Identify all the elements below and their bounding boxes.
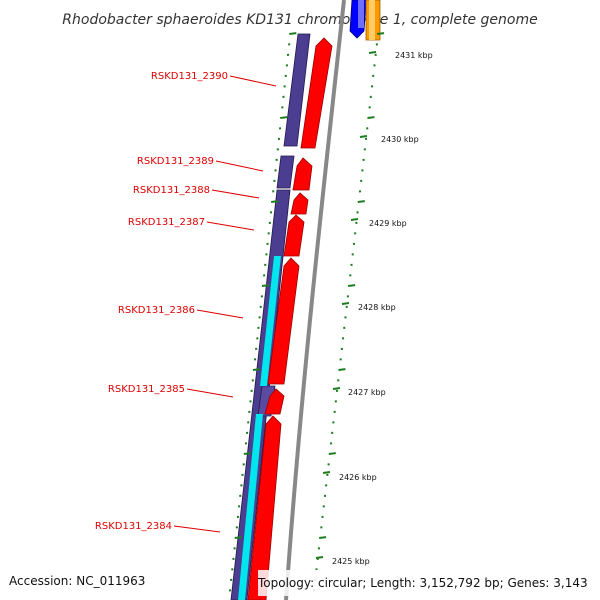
scale-major-tick	[315, 556, 324, 559]
accession-text: Accession: NC_011963	[9, 574, 146, 588]
outer-tick-mark	[347, 284, 356, 287]
gene-label-2385[interactable]: RSKD131_2385	[108, 384, 185, 395]
cds-rskd131-2384[interactable]	[247, 415, 282, 600]
cds-rskd131-2389[interactable]	[292, 157, 313, 191]
scale-major-tick	[368, 51, 377, 54]
inner-tick-mark	[280, 116, 288, 119]
backbone-line	[284, 0, 346, 600]
top-blue-feature-highlight	[358, 0, 364, 28]
inner-tick-mark	[252, 368, 261, 371]
gene-label-2389[interactable]: RSKD131_2389	[137, 156, 214, 167]
reverse-cds-2390[interactable]	[283, 33, 311, 147]
outer-tick-mark	[376, 32, 385, 35]
gene-leader-line	[211, 189, 260, 199]
inner-tick-mark	[289, 32, 297, 35]
inner-tick-mark	[243, 452, 251, 455]
gene-leader-line	[229, 75, 277, 87]
gene-label-2387[interactable]: RSKD131_2387	[128, 217, 205, 228]
outer-tick-mark	[338, 368, 346, 371]
gene-leader-line	[215, 160, 264, 172]
inner-tick-mark	[261, 284, 270, 287]
scale-major-tick	[359, 135, 368, 138]
cds-rskd131-2386[interactable]	[267, 257, 300, 385]
scale-major-tick	[350, 218, 359, 221]
gene-label-2388[interactable]: RSKD131_2388	[133, 185, 210, 196]
forward-strand-features	[247, 37, 333, 600]
scale-label-2429: 2429 kbp	[369, 219, 407, 228]
map-title: Rhodobacter sphaeroides KD131 chromosome…	[62, 12, 537, 28]
gc-skew-track	[238, 256, 281, 600]
gene-label-2384[interactable]: RSKD131_2384	[95, 521, 172, 532]
inner-tick-mark	[270, 200, 279, 203]
scale-major-tick	[322, 471, 331, 474]
cds-rskd131-2388[interactable]	[290, 192, 309, 215]
gc-skew-lower	[238, 414, 263, 600]
gene-leader-line	[173, 525, 221, 533]
gene-label-2386[interactable]: RSKD131_2386	[118, 305, 195, 316]
gene-leader-line	[186, 388, 234, 398]
top-orange-feature-highlight	[369, 0, 375, 40]
top-features	[349, 0, 381, 41]
gc-skew-upper	[260, 256, 281, 386]
scale-label-2427: 2427 kbp	[348, 388, 386, 397]
scale-major-tick	[341, 302, 350, 305]
gene-labels: RSKD131_2390 RSKD131_2389 RSKD131_2388 R…	[95, 71, 277, 533]
topology-text: Topology: circular; Length: 3,152,792 bp…	[258, 570, 600, 596]
outer-tick-mark	[357, 200, 365, 203]
scale-label-2425: 2425 kbp	[332, 557, 370, 566]
scale-labels: 2431 kbp 2430 kbp 2429 kbp 2428 kbp 2427…	[315, 51, 433, 566]
cds-rskd131-2390[interactable]	[300, 37, 333, 149]
scale-major-tick	[332, 387, 341, 390]
scale-label-2428: 2428 kbp	[358, 303, 396, 312]
scale-label-2426: 2426 kbp	[339, 473, 377, 482]
outer-tick-mark	[319, 536, 327, 539]
gene-leader-line	[196, 309, 244, 319]
scale-label-2431: 2431 kbp	[395, 51, 433, 60]
inner-tick-track	[228, 32, 297, 592]
gene-label-2390[interactable]: RSKD131_2390	[151, 71, 228, 82]
outer-tick-mark	[328, 452, 336, 455]
reverse-cds-2389[interactable]	[276, 155, 295, 189]
scale-label-2430: 2430 kbp	[381, 135, 419, 144]
inner-tick-mark	[234, 536, 242, 539]
outer-tick-mark	[367, 116, 375, 119]
gene-leader-line	[206, 221, 255, 231]
cds-rskd131-2387[interactable]	[283, 214, 305, 257]
cds-rskd131-2385[interactable]	[264, 388, 285, 415]
